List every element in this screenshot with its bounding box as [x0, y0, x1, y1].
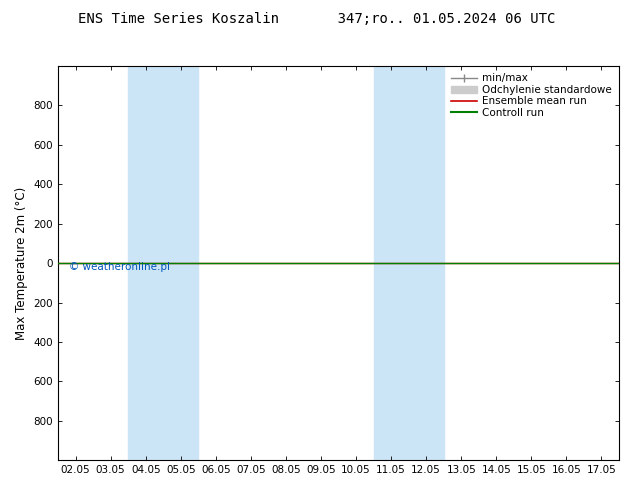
Text: ENS Time Series Koszalin       347;ro.. 01.05.2024 06 UTC: ENS Time Series Koszalin 347;ro.. 01.05.…: [79, 12, 555, 26]
Y-axis label: Max Temperature 2m (°C): Max Temperature 2m (°C): [15, 187, 28, 340]
Bar: [128, 66, 198, 460]
Bar: [373, 66, 444, 460]
Legend: min/max, Odchylenie standardowe, Ensemble mean run, Controll run: min/max, Odchylenie standardowe, Ensembl…: [449, 71, 614, 120]
Text: © weatheronline.pl: © weatheronline.pl: [69, 262, 171, 272]
